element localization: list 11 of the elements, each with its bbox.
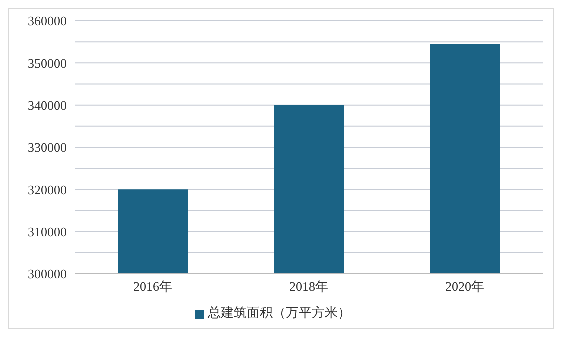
legend-label: 总建筑面积（万平方米）: [208, 305, 351, 320]
y-tick-label: 340000: [28, 98, 67, 113]
y-tick-label: 300000: [28, 266, 67, 282]
y-tick-label: 320000: [28, 182, 67, 198]
y-tick-label: 330000: [28, 140, 67, 156]
x-tick-label: 2018年: [290, 279, 328, 294]
x-tick-label: 2016年: [134, 279, 172, 294]
y-tick-label: 360000: [28, 14, 67, 29]
y-tick-label: 350000: [28, 56, 67, 71]
y-tick-label: 310000: [28, 224, 67, 240]
x-tick-label: 2020年: [446, 279, 484, 294]
